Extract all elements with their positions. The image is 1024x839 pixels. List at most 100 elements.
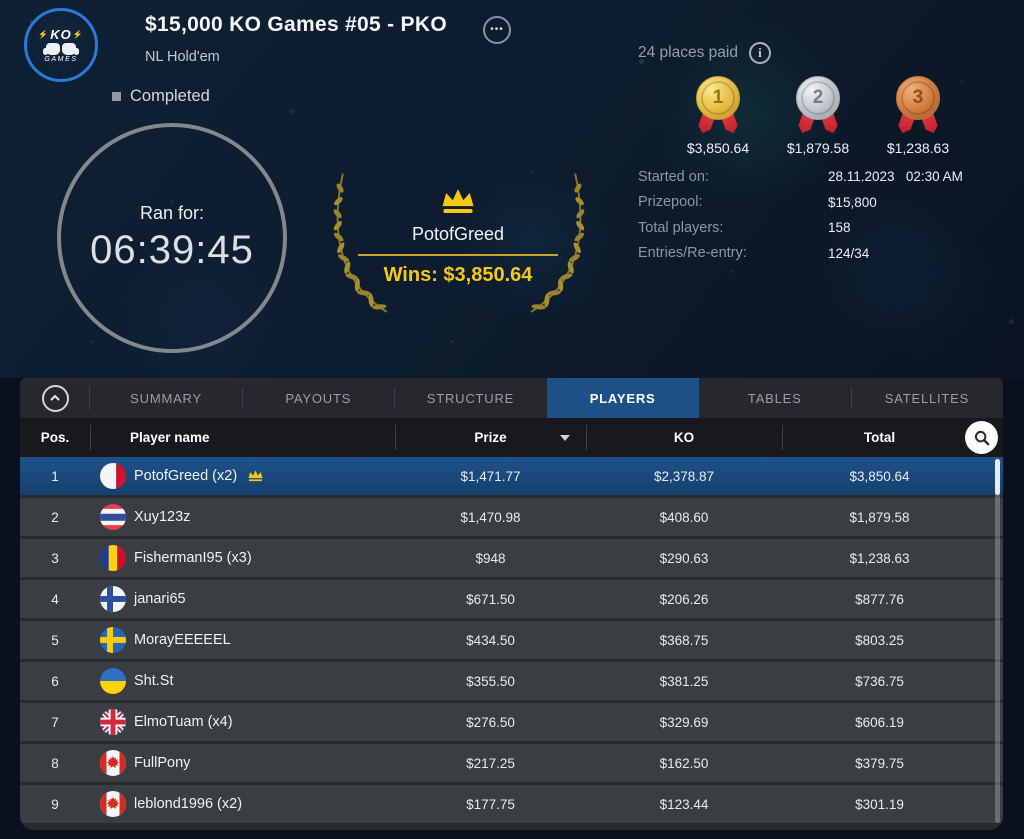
detail-row: Total players: 158 (638, 215, 963, 241)
column-header-total: Total (782, 418, 1003, 457)
winner-name: PotofGreed (411, 224, 505, 244)
page-title: $15,000 KO Games #05 - PKO (145, 13, 447, 36)
gold-medal-icon: 1 (695, 76, 741, 138)
crown-icon (356, 186, 560, 217)
tab-players[interactable]: PLAYERS (546, 378, 699, 418)
detail-value: $15,800 (828, 194, 877, 210)
player-row-5[interactable]: 5 MorayEEEEEL $434.50 $368.75 $803.25 (20, 621, 1003, 659)
tab-tables[interactable]: TABLES (747, 390, 802, 406)
player-row-7[interactable]: 7 ElmoTuam (x4) $276.50 $329.69 $606.19 (20, 703, 1003, 741)
player-name: MorayEEEEEL (134, 632, 231, 648)
tournament-details: Started on: 28.11.2023 02:30 AM Prizepool:… (638, 164, 963, 266)
column-header-pos: Pos. (40, 430, 70, 445)
timer-label: Ran for: (139, 203, 205, 223)
medal-prize-value: $3,850.64 (686, 140, 750, 156)
romania-flag-icon (100, 545, 126, 571)
sort-caret-icon (560, 434, 570, 441)
ko-cell: $123.44 (659, 796, 709, 812)
table-header: Pos. Player name Prize KO Total (20, 418, 1003, 457)
total-cell: $877.76 (855, 591, 904, 607)
prize-cell: $217.25 (466, 755, 515, 771)
medal-place-number: 2 (796, 76, 840, 120)
player-name: Xuy123z (134, 509, 191, 525)
detail-value: 124/34 (828, 245, 870, 261)
detail-value: 158 (828, 220, 851, 236)
sweden-flag-icon (100, 627, 126, 653)
winner-prize: Wins: $3,850.64 (383, 264, 533, 286)
total-cell: $736.75 (855, 673, 904, 689)
player-cell: FullPony (90, 750, 395, 776)
player-row-4[interactable]: 4 janari65 $671.50 $206.26 $877.76 (20, 580, 1003, 618)
silver-medal-icon: 2 (795, 76, 841, 138)
search-button[interactable] (965, 421, 998, 454)
tab-satellites[interactable]: SATELLITES (850, 378, 1003, 418)
winner-crown-icon (247, 469, 264, 483)
scrollbar-track[interactable] (995, 459, 1000, 823)
player-row-8[interactable]: 8 FullPony $217.25 $162.50 $379.75 (20, 744, 1003, 782)
lightning-icon: ⚡ (72, 30, 84, 39)
boxing-gloves-icon (43, 43, 79, 55)
prize-cell: $355.50 (466, 673, 515, 689)
player-row-9[interactable]: 9 leblond1996 (x2) $177.75 $123.44 $301.19 (20, 785, 1003, 823)
player-name: Sht.St (134, 673, 174, 689)
medal-bronze: 3 $1,238.63 (868, 76, 968, 156)
winner-divider (358, 254, 558, 256)
total-cell: $606.19 (855, 714, 904, 730)
ko-cell: $206.26 (659, 591, 709, 607)
player-row-6[interactable]: 6 Sht.St $355.50 $381.25 $736.75 (20, 662, 1003, 700)
info-icon[interactable]: i (748, 42, 771, 64)
pos-cell: 6 (51, 673, 59, 689)
finland-flag-icon (100, 586, 126, 612)
medal-prize-value: $1,238.63 (886, 140, 950, 156)
chevron-up-icon (50, 395, 60, 401)
detail-row: Started on: 28.11.2023 02:30 AM (638, 164, 963, 190)
tab-structure[interactable]: STRUCTURE (394, 378, 546, 418)
search-icon (974, 430, 989, 445)
tab-bar: SUMMARY PAYOUTS STRUCTURE PLAYERS TABLES SATE… (20, 378, 1003, 418)
detail-row: Prizepool: $15,800 (638, 190, 963, 216)
pos-cell: 4 (51, 591, 59, 607)
uk-flag-icon (100, 709, 126, 735)
ko-cell: $368.75 (659, 632, 709, 648)
pos-cell: 3 (51, 550, 59, 566)
collapse-panel-button[interactable] (41, 384, 69, 412)
pos-cell: 7 (51, 714, 59, 730)
pos-cell: 8 (51, 755, 59, 771)
column-header-ko: KO (586, 418, 782, 457)
medal-prize-value: $1,879.58 (786, 140, 850, 156)
prize-cell: $1,471.77 (460, 468, 521, 484)
laurel-left-icon (318, 163, 398, 315)
ko-games-logo: ⚡ KO ⚡ GAMES (24, 8, 98, 82)
winner-block: PotofGreed Wins: $3,850.64 (356, 186, 560, 287)
ko-cell: $381.25 (659, 673, 709, 689)
more-options-button[interactable]: ••• (483, 16, 511, 44)
malta-flag-icon (100, 463, 126, 489)
scrollbar-thumb[interactable] (995, 459, 1000, 495)
prize-cell: $434.50 (466, 632, 515, 648)
player-row-2[interactable]: 2 Xuy123z $1,470.98 $408.60 $1,879.58 (20, 498, 1003, 536)
tournament-panel: SUMMARY PAYOUTS STRUCTURE PLAYERS TABLES SATE… (20, 378, 1003, 830)
player-name: ElmoTuam (x4) (134, 714, 233, 730)
detail-row: Entries/Re-entry: 124/34 (638, 241, 963, 267)
tab-summary[interactable]: SUMMARY (130, 390, 202, 406)
prize-cell: $177.75 (466, 796, 515, 812)
detail-label: Prizepool: (638, 194, 703, 211)
laurel-right-icon (520, 163, 600, 315)
player-name: PotofGreed (x2) (134, 468, 238, 484)
prize-cell: $671.50 (466, 591, 515, 607)
game-type: NL Hold'em (145, 49, 220, 65)
medal-gold: 1 $3,850.64 (668, 76, 768, 156)
total-cell: $379.75 (855, 755, 904, 771)
status-label: Completed (130, 87, 210, 105)
glove-right (62, 43, 79, 55)
canada-flag-icon (100, 791, 126, 817)
collapse-area (20, 378, 90, 418)
ko-cell: $2,378.87 (653, 468, 715, 484)
pos-cell: 9 (51, 796, 59, 812)
detail-value: 28.11.2023 02:30 AM (828, 169, 963, 185)
column-header-prize[interactable]: Prize (395, 418, 586, 457)
tab-payouts[interactable]: PAYOUTS (242, 378, 394, 418)
player-row-1[interactable]: 1 PotofGreed (x2) $1,471.77 $2,378.87 $3,850… (20, 457, 1003, 495)
tabs: SUMMARY PAYOUTS STRUCTURE PLAYERS TABLES SATE… (90, 378, 1003, 418)
player-row-3[interactable]: 3 FishermanI95 (x3) $948 $290.63 $1,238.63 (20, 539, 1003, 577)
